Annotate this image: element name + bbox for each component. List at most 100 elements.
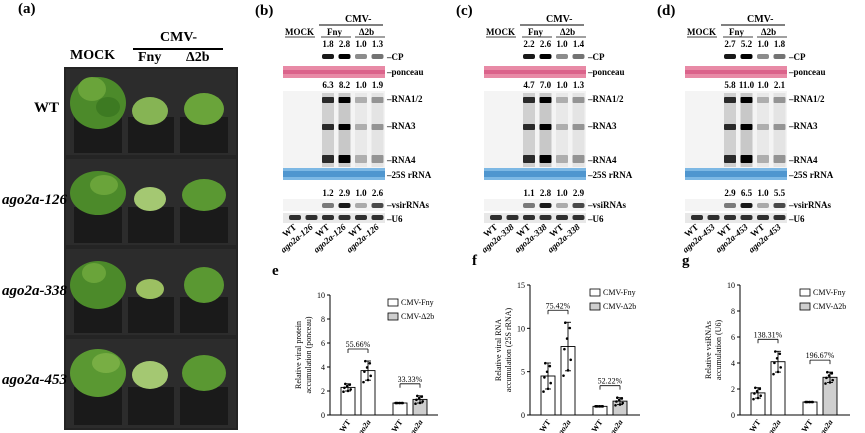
rna-band [371,97,384,103]
sirna-band [523,203,535,208]
data-point [345,384,349,388]
band-label: –25S rRNA [788,170,834,180]
legend-label: CMV-Δ2b [603,302,636,311]
rna-band [338,155,351,163]
blot-header: CMV- [747,14,773,25]
y-tick-label: 15 [517,281,525,290]
data-point [828,381,832,384]
rna-band [556,97,568,103]
rna-band [773,124,786,130]
u6-band [355,215,367,220]
cp-band [523,54,535,59]
data-point [775,356,779,360]
x-tick-label: ago2a [764,418,783,433]
sirna-value: 1.0 [355,188,367,198]
panel-a-group-line [133,48,223,50]
photo-row-ago2a-453 [66,339,236,428]
sirna-band [740,203,753,208]
data-point [759,394,762,398]
sirna-band [539,203,552,208]
blot-group-fny: Fny [729,27,745,37]
data-point [366,378,370,382]
y-tick-label: 10 [517,324,525,333]
data-point [420,395,424,398]
band-label: –U6 [788,214,805,224]
x-tick-label: ago2a [406,418,425,433]
sirna-value: 1.2 [322,188,334,198]
data-point [418,401,422,405]
percent-annotation: 52.22% [598,377,623,386]
panel-d-label: (d) [657,3,675,19]
rna-band [539,97,552,103]
rna-band [355,97,367,103]
lane-label: ago2a-126 [278,222,315,255]
sirna-band [556,203,568,208]
band-label: –25S rRNA [386,170,432,180]
rna-value: 1.3 [573,80,585,90]
band-label: –CP [386,52,404,62]
x-tick-label: WT [538,417,553,433]
bar [802,401,818,416]
x-tick-label: WT [748,417,763,433]
rna-value: 6.3 [322,80,334,90]
rna-value: 11.0 [739,80,755,90]
photo-row-wt [66,69,236,155]
cp-band [338,54,351,59]
u6-band [740,215,753,220]
y-tick-label: 4 [321,363,325,372]
data-point [618,403,622,406]
rna-band [572,97,585,103]
cp-value: 2.7 [724,39,736,49]
data-point [365,366,369,369]
data-point [617,398,621,402]
data-point [416,394,419,398]
rna-value: 4.7 [523,80,535,90]
legend-swatch [589,302,601,311]
rna-band [757,97,769,103]
data-point [342,390,345,394]
y-tick-label: 8 [731,307,735,316]
rna-band [740,124,753,130]
band-label: –RNA1/2 [386,94,423,104]
data-point [398,401,402,405]
data-point [620,397,624,400]
lane-label: ago2a-126 [344,222,381,255]
lane-label: ago2a-338 [512,222,549,255]
rna-value: 5.8 [724,80,736,90]
y-axis-label: Relative viral RNAaccumulation (25S rRNA… [494,307,513,392]
sirna-band [572,203,585,208]
data-point [621,401,624,405]
y-tick-label: 10 [317,291,325,300]
u6-band [724,215,736,220]
data-point [758,387,762,391]
y-tick-label: 6 [321,339,325,348]
cp-band [724,54,736,59]
rna-value: 1.0 [355,80,367,90]
cp-value: 2.2 [523,39,535,49]
rna-band [757,155,769,163]
u6-band [371,215,384,220]
cp-value: 1.0 [355,39,367,49]
band-label: –RNA4 [587,155,617,165]
panel-c-label: (c) [456,3,473,19]
legend-swatch [589,288,601,297]
data-point [363,370,366,373]
data-point [806,400,809,404]
blot-group-fny: Fny [528,27,544,37]
rna-band [724,124,736,130]
band-label: –RNA3 [788,121,818,131]
data-point [548,364,552,368]
band-label: –U6 [587,214,604,224]
data-point [753,392,756,395]
band-label: –ponceau [587,67,625,77]
rna-band [539,124,552,130]
cp-band [556,54,568,59]
row-label-wt: WT [34,100,60,116]
y-tick-label: 0 [521,411,525,420]
y-tick-label: 8 [321,315,325,324]
rna-band [757,124,769,130]
data-point [596,405,599,408]
cp-value: 5.2 [741,39,753,49]
data-point [778,352,782,356]
y-tick-label: 0 [731,411,735,420]
